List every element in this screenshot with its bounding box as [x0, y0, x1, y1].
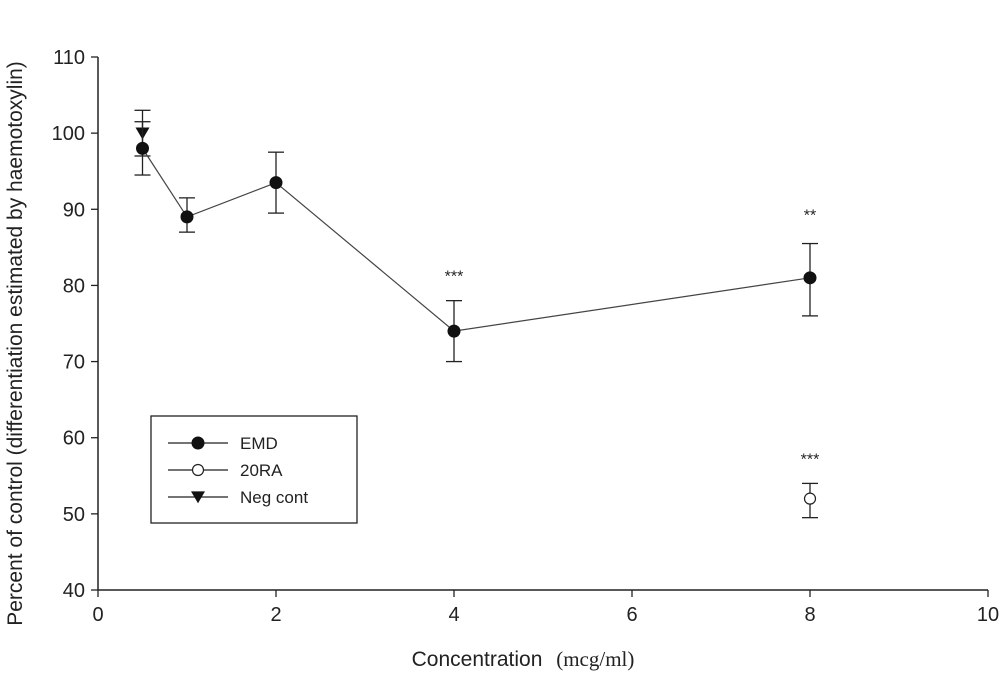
axes — [97, 57, 988, 591]
y-axis-title: Percent of control (differentiation esti… — [4, 61, 27, 626]
legend-entry-neg-cont: Neg cont — [168, 488, 308, 507]
x-tick-label: 10 — [977, 604, 999, 626]
y-tick-label: 90 — [63, 199, 85, 221]
series-line — [141, 148, 811, 332]
x-axis-title-unit: (mcg/ml) — [556, 647, 634, 671]
axis-ticks: 40 50 60 70 80 90 100 110 0 2 4 6 8 10 — [52, 47, 1000, 626]
x-tick-label: 8 — [804, 604, 815, 626]
y-tick-label: 50 — [63, 504, 85, 526]
significance-label: ** — [804, 208, 816, 225]
x-tick-label: 4 — [448, 604, 459, 626]
legend-entry-20ra: 20RA — [168, 461, 283, 480]
legend-marker — [191, 436, 205, 450]
annotations: ******** — [445, 208, 820, 469]
series-emd — [134, 121, 818, 363]
data-point — [136, 141, 149, 155]
legend-entry-emd: EMD — [168, 434, 278, 453]
data-point — [803, 492, 817, 505]
x-axis-title-main: Concentration — [412, 648, 543, 671]
series-layer — [134, 109, 818, 519]
y-tick-label: 40 — [63, 580, 85, 602]
x-axis-title: Concentration (mcg/ml) — [412, 647, 635, 671]
y-tick-label: 70 — [63, 352, 85, 374]
data-point — [180, 210, 194, 224]
legend: EMD 20RA Neg cont — [150, 415, 358, 524]
series-20ra — [802, 482, 818, 519]
data-point — [269, 176, 283, 190]
x-tick-label: 6 — [626, 604, 637, 626]
legend-marker — [191, 463, 205, 477]
y-tick-label: 100 — [52, 123, 85, 145]
y-tick-label: 60 — [63, 428, 85, 450]
data-point — [447, 324, 461, 338]
x-tick-label: 0 — [92, 604, 103, 626]
significance-label: *** — [445, 269, 464, 286]
significance-label: *** — [801, 451, 820, 468]
y-tick-label: 110 — [53, 47, 85, 69]
y-tick-label: 80 — [63, 275, 85, 297]
legend-marker — [191, 491, 205, 504]
legend-label: EMD — [240, 434, 278, 453]
legend-label: Neg cont — [240, 488, 308, 507]
x-tick-label: 2 — [270, 604, 281, 626]
data-point — [803, 271, 817, 285]
legend-label: 20RA — [240, 461, 283, 480]
